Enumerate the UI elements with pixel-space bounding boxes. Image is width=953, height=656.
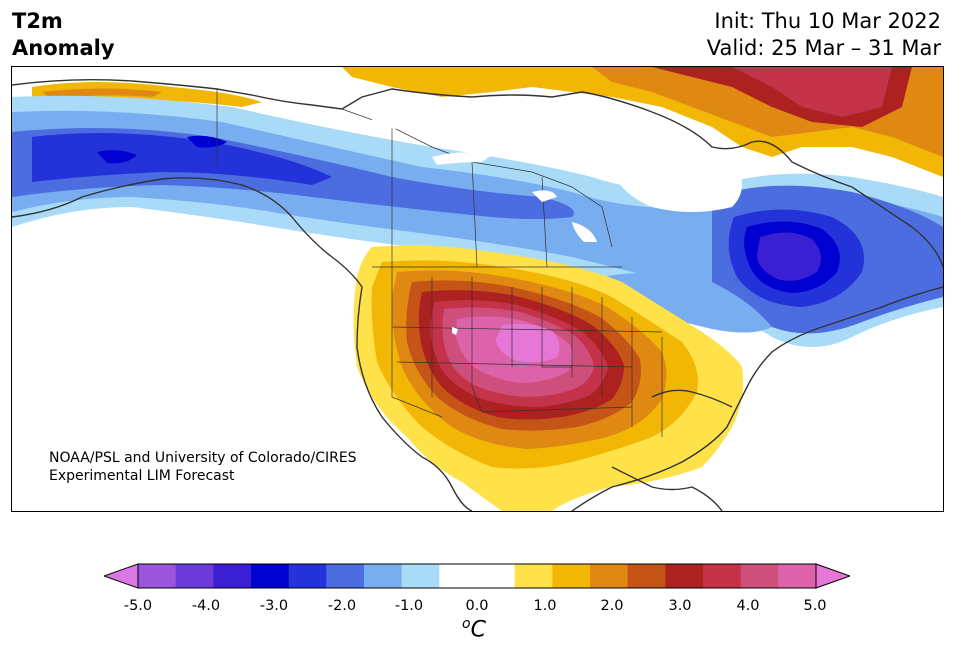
colorbar-unit-label: oC	[462, 616, 486, 642]
colorbar-cell	[703, 564, 742, 588]
colorbar-outline	[137, 563, 817, 589]
small-white-spot	[452, 327, 458, 335]
hudson-bay-white	[612, 143, 742, 212]
colorbar-cell	[514, 564, 553, 588]
colorbar-cell	[590, 564, 629, 588]
unit-text: C	[470, 617, 486, 643]
colorbar-cell	[552, 564, 591, 588]
colorbar-cell	[401, 564, 440, 588]
title-variable-sub: Anomaly	[12, 36, 115, 60]
colorbar-tick-labels: -5.0 -4.0 -3.0 -2.0 -1.0 0.0 1.0 2.0 3.0…	[0, 598, 953, 618]
colorbar-cell	[326, 564, 365, 588]
canada-white-patch	[532, 190, 557, 202]
cold-core-alaska	[32, 133, 332, 185]
figure-title: T2m Anomaly	[12, 8, 115, 62]
tick-label: -1.0	[394, 598, 424, 614]
colorbar-cell	[364, 564, 403, 588]
tick-label: -2.0	[327, 598, 357, 614]
tick-label: 4.0	[736, 598, 760, 614]
tick-label: -5.0	[123, 598, 153, 614]
quebec-cold-center	[757, 232, 821, 281]
state-province-borders	[216, 89, 663, 437]
degree-symbol: o	[462, 616, 471, 632]
credit-text: NOAA/PSL and University of Colorado/CIRE…	[49, 449, 357, 485]
colorbar-cell	[439, 564, 478, 588]
colorbar-cell	[627, 564, 666, 588]
colorbar-cell	[740, 564, 779, 588]
northern-white-patch	[372, 115, 452, 132]
tick-label: 3.0	[668, 598, 692, 614]
tick-label: 1.0	[533, 598, 557, 614]
valid-date: Valid: 25 Mar – 31 Mar	[706, 36, 941, 60]
cold-core-alaska-deep	[97, 150, 137, 164]
colorbar-cell	[175, 564, 214, 588]
tick-label: -4.0	[191, 598, 221, 614]
colorbar-cell	[477, 564, 516, 588]
colorbar-cell	[138, 564, 177, 588]
tick-label: 0.0	[465, 598, 489, 614]
tick-label: 5.0	[803, 598, 827, 614]
coastline-outlines	[12, 78, 943, 511]
colorbar-low-arrow	[104, 563, 139, 589]
title-variable: T2m	[12, 9, 63, 33]
colorbar	[104, 563, 850, 589]
colorbar-cell	[288, 564, 327, 588]
hudson-white-patch	[432, 152, 492, 165]
arctic-hot-region-2	[732, 67, 892, 117]
colorbar-high-arrow	[815, 563, 850, 589]
colorbar-cell	[778, 564, 817, 588]
colorbar-cell	[251, 564, 290, 588]
tick-label: 2.0	[600, 598, 624, 614]
colorbar-cell	[665, 564, 704, 588]
credit-line-1: NOAA/PSL and University of Colorado/CIRE…	[49, 450, 357, 466]
colorbar-cell	[213, 564, 252, 588]
init-date: Init: Thu 10 Mar 2022	[714, 9, 941, 33]
tick-label: -3.0	[259, 598, 289, 614]
lake-patch	[572, 222, 597, 242]
forecast-dates: Init: Thu 10 Mar 2022 Valid: 25 Mar – 31…	[707, 8, 941, 62]
anomaly-map	[11, 66, 944, 512]
map-canvas	[12, 67, 943, 511]
great-lakes-cold	[602, 273, 772, 333]
credit-line-2: Experimental LIM Forecast	[49, 468, 235, 484]
